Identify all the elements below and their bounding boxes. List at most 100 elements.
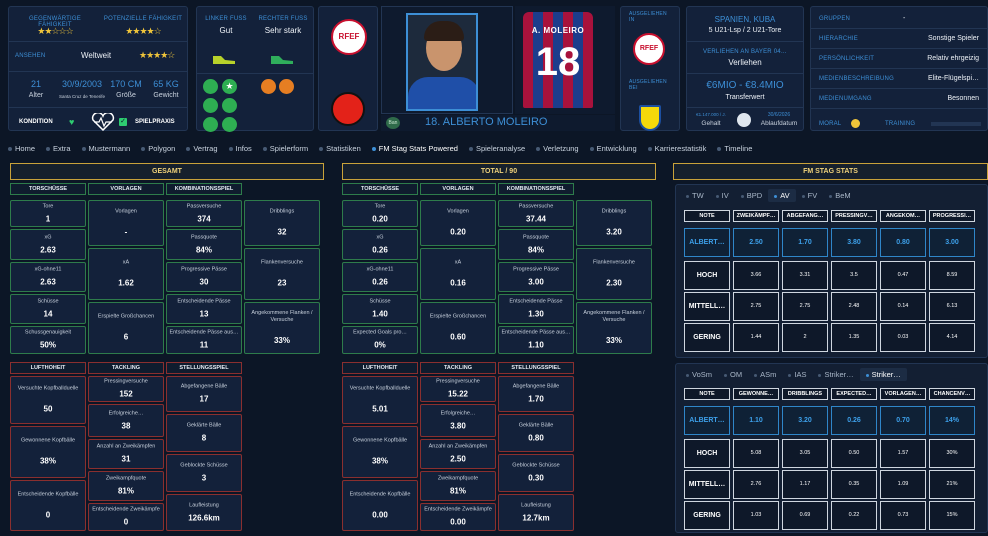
role-tab[interactable]: FV	[796, 189, 824, 202]
loan-to-crest-icon	[639, 105, 661, 131]
stat-label: xG	[376, 234, 384, 240]
role-tab[interactable]: ASm	[748, 368, 782, 381]
trait-curve-icon[interactable]	[203, 117, 218, 132]
stat-value: 2.63	[40, 277, 56, 287]
table-cell: 2	[782, 323, 828, 352]
match-practice-label: SPIELPRAXIS	[135, 119, 175, 125]
role-tab[interactable]: TW	[680, 189, 710, 202]
age-block: 21 Alter	[13, 79, 59, 99]
stat-value: 30	[199, 277, 209, 287]
left-foot-label: Linker Fuß	[205, 16, 247, 22]
stat-value: 38%	[371, 456, 388, 466]
table-cell: 0.80	[880, 228, 926, 257]
info-row-4: Medienumgang Besonnen	[811, 89, 987, 109]
tab-home[interactable]: Home	[8, 144, 35, 153]
player-badge: Ban	[386, 117, 400, 129]
tab-entwicklung[interactable]: Entwicklung	[589, 143, 637, 153]
stat-value: 2.30	[606, 278, 622, 288]
table-cell: 3.66	[733, 261, 779, 290]
role-tab[interactable]: VoSm	[680, 368, 718, 381]
role-tab[interactable]: BeM	[823, 189, 856, 202]
table-header-cell: ANGEKOM…	[880, 210, 926, 222]
role-tab[interactable]: AV	[768, 189, 796, 202]
info-label: Gruppen	[819, 16, 851, 22]
tab-fm-stag-stats[interactable]: FM Stag Stats Powered	[371, 144, 458, 153]
role-tab[interactable]: Striker…	[859, 368, 907, 381]
stat-value: 0	[123, 517, 129, 527]
tab-label: Polygon	[148, 143, 176, 153]
info-label: Medienumgang	[819, 96, 872, 102]
trait-warn-icon-1[interactable]	[261, 79, 276, 94]
role-dot-icon	[754, 373, 758, 377]
role-tab[interactable]: IAS	[782, 368, 812, 381]
stat-label: Entscheidende Kopfbälle	[349, 491, 411, 497]
role-tab[interactable]: Striker…	[812, 368, 859, 381]
stat-cell: Angekommene Flanken / Versuche 33%	[244, 302, 320, 354]
trait-brain-icon[interactable]	[222, 117, 237, 132]
role-tab[interactable]: OM	[718, 368, 748, 381]
role-tab[interactable]: IV	[710, 189, 735, 202]
table-cell: 1.70	[782, 228, 828, 257]
stat-cell: Erfolgreiche… 38	[88, 404, 164, 437]
role-tab-label: IAS	[794, 370, 807, 379]
right-foot-label: Rechter Fuß	[258, 16, 308, 22]
stat-cell: Laufleistung 126.6km	[166, 494, 242, 531]
trait-dribble-icon[interactable]	[203, 79, 218, 94]
table-cell: 2.50	[733, 228, 779, 257]
stat-value: 84%	[527, 245, 544, 254]
role-tab[interactable]: BPD	[735, 189, 768, 202]
stat-label: Entscheidende Zweikämpfe	[424, 506, 492, 513]
stat-value: 1	[45, 214, 51, 223]
role-tab-label: ASm	[760, 370, 777, 379]
tab-vertrag[interactable]: Vertrag	[186, 144, 218, 153]
stat-label: Erfolgreiche…	[440, 410, 476, 416]
tab-spieleranalyse[interactable]: Spieleranalyse	[468, 144, 525, 153]
heartbeat-icon	[91, 113, 115, 131]
tab-karrierestatistik[interactable]: Karrierestatistik	[647, 144, 706, 153]
table-header-cell: CHANCENV…	[929, 388, 975, 400]
stat-label: Passquote	[523, 234, 549, 240]
trait-warn-icon-2[interactable]	[279, 79, 294, 94]
stat-label: Pressingversuche	[436, 378, 480, 385]
tab-spielerform[interactable]: Spielerform	[262, 144, 308, 153]
feet-panel: Linker Fuß Gut Rechter Fuß Sehr stark ★	[196, 6, 314, 132]
stat-label: Dribblings	[269, 208, 295, 215]
stat-cell: Entscheidende Zweikämpfe 0.00	[420, 503, 496, 531]
stat-cell: Schüsse 1.40	[342, 294, 418, 324]
stat-cell: Erspielte Großchancen 0.60	[420, 302, 496, 354]
stat-label: Geblockte Schüsse	[180, 462, 228, 469]
trait-star-icon[interactable]: ★	[222, 79, 237, 94]
tab-label: Entwicklung	[596, 143, 637, 153]
stat-label: Erspielte Großchancen	[429, 313, 487, 320]
tab-timeline[interactable]: Timeline	[717, 144, 752, 153]
tab-polygon[interactable]: Polygon	[141, 144, 175, 153]
stat-cell: Entscheidende Pässe 1.30	[498, 294, 574, 324]
trait-run-icon[interactable]	[203, 98, 218, 113]
tab-mustermann[interactable]: Mustermann	[81, 144, 130, 153]
section-header: KOMBINATIONSSPIEL	[166, 183, 242, 195]
info-row-1: Hierarchie Sonstige Spieler	[811, 29, 987, 49]
stat-label: Flankenversuche	[593, 259, 635, 266]
stat-label: xG	[44, 234, 52, 240]
trait-cut-icon[interactable]	[222, 98, 237, 113]
stat-label: Anzahl an Zweikämpfen	[96, 443, 156, 450]
stat-value: 0.00	[372, 510, 388, 519]
stat-value: 0.26	[372, 245, 388, 254]
table-cell: 1.57	[880, 439, 926, 468]
tab-verletzung[interactable]: Verletzung	[536, 144, 579, 153]
table-cell: 3.05	[782, 439, 828, 468]
stat-cell: Entscheidende Kopfbälle 0.00	[342, 480, 418, 531]
contract-label: Ablaufdatum	[760, 120, 798, 127]
tab-extra[interactable]: Extra	[46, 144, 71, 153]
club-crest-icon	[331, 92, 365, 126]
morale-icon	[851, 119, 860, 128]
table-cell: 2.76	[733, 470, 779, 499]
weight-label: Gewicht	[153, 92, 179, 99]
stat-cell: Flankenversuche 23	[244, 248, 320, 300]
tab-infos[interactable]: Infos	[228, 144, 252, 153]
role-dot-icon	[829, 194, 833, 198]
stat-cell: Passquote 84%	[498, 229, 574, 260]
tab-statistiken[interactable]: Statistiken	[319, 144, 361, 153]
left-foot-value: Gut	[219, 26, 233, 35]
